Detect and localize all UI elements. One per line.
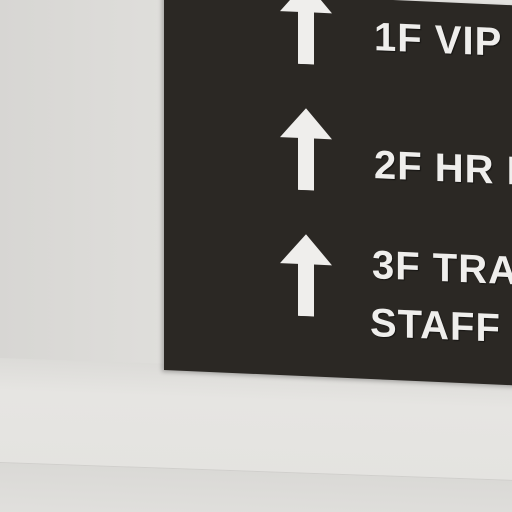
up-arrow-icon <box>280 233 332 317</box>
sign-row-3-subtext: STAFF F <box>370 300 512 352</box>
sign-row-2-text: 2F HR F <box>374 143 512 195</box>
sign-row-1-text: 1F VIP E <box>374 15 512 66</box>
directory-sign: 1F VIP E 2F HR F 3F TRAI STAFF F <box>164 0 512 387</box>
up-arrow-icon <box>280 0 332 65</box>
sign-row-3-text: 3F TRAI <box>372 243 512 294</box>
up-arrow-icon <box>280 107 332 191</box>
